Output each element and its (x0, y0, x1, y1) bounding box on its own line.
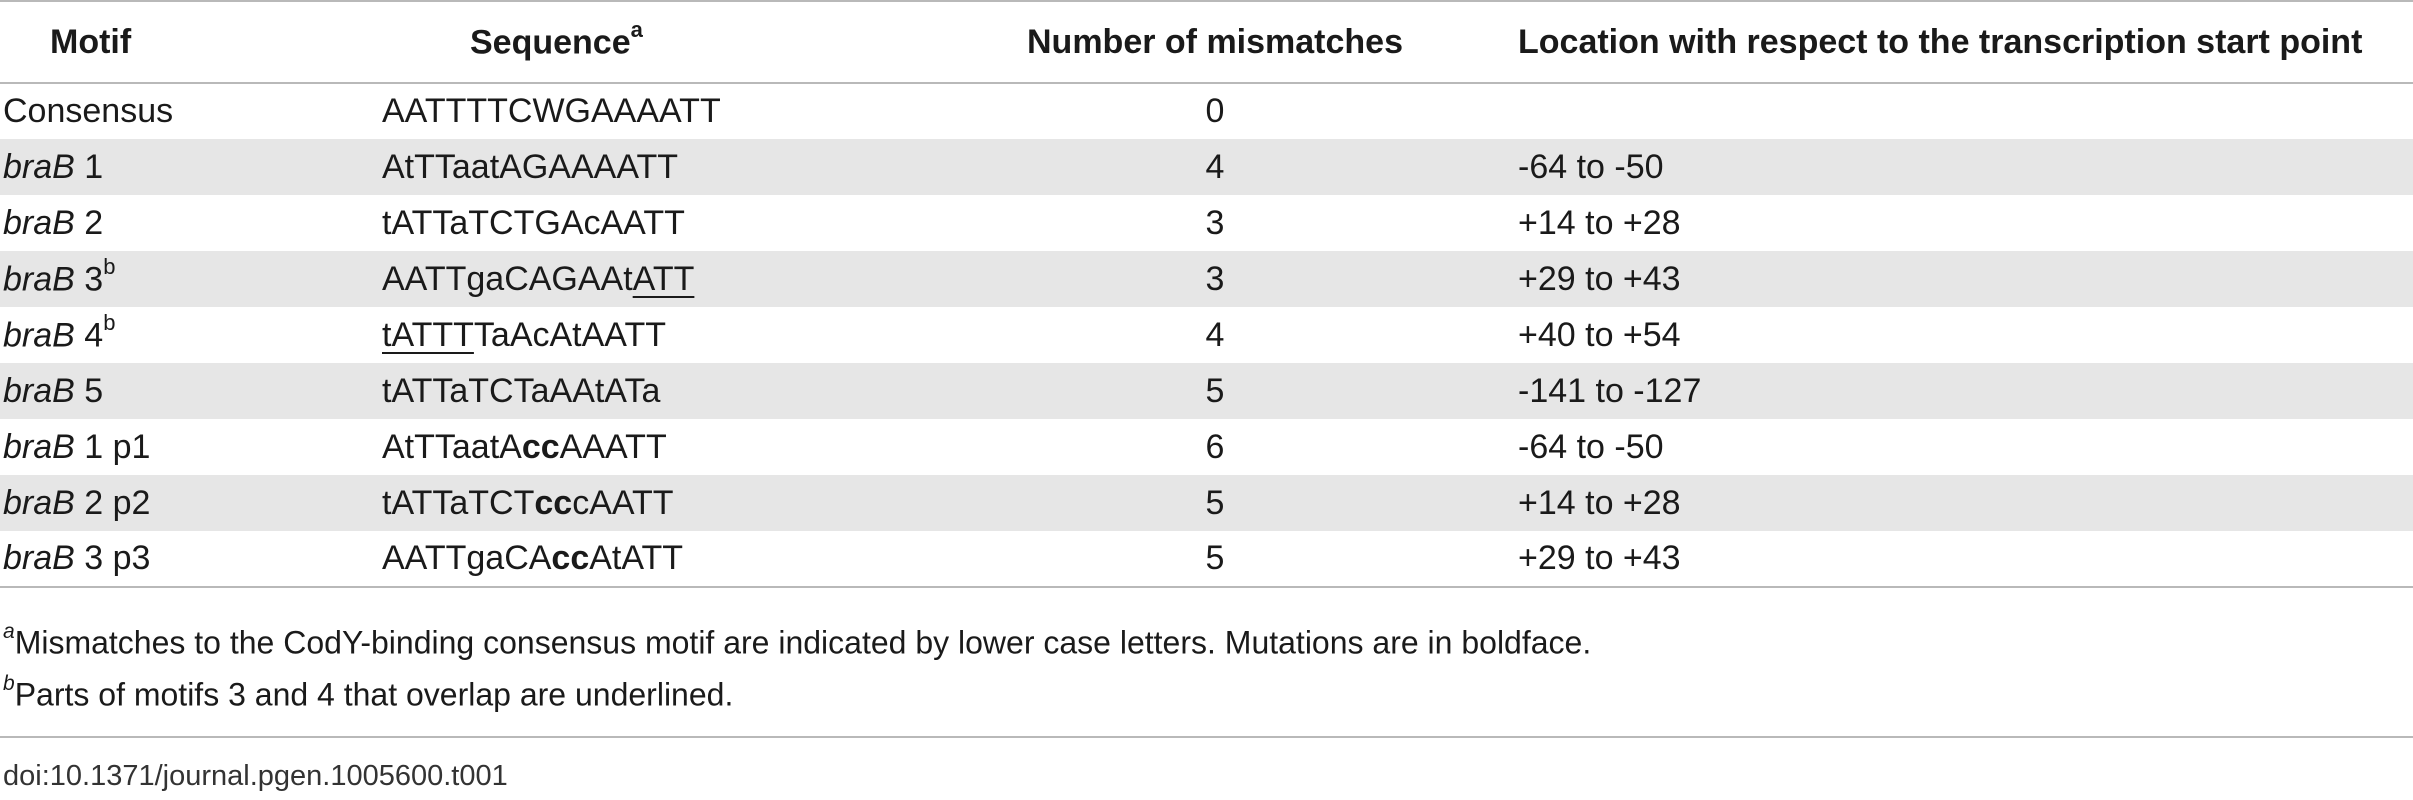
sequence-cell: AATTTTCWGAAAATT (382, 92, 721, 130)
table-row: braB 2 tATTaTCTGAcAATT 3 +14 to +28 (0, 195, 2413, 251)
motif-cell: braB 2 p2 (3, 483, 151, 522)
header-mismatches: Number of mismatches (942, 0, 1518, 84)
mismatches-cell: 6 (1205, 427, 1225, 466)
sequence-cell: tATTTTaAcAtAATT (382, 315, 666, 354)
mismatches-cell: 5 (942, 531, 1518, 588)
mismatches-cell: 0 (1205, 92, 1225, 130)
mismatches-cell: 4 (1205, 315, 1225, 354)
footnote-a: aMismatches to the CodY-binding consensu… (3, 620, 1592, 662)
mutation-bold: cc (534, 483, 573, 522)
header-sequence-footnote-marker: a (630, 17, 643, 43)
table-row: braB 1 AtTTaatAGAAAATT 4 -64 to -50 (0, 139, 2413, 195)
divider (0, 736, 2413, 738)
footnote-a-marker: a (3, 620, 15, 643)
sequence-cell: AATTgaCAccAtATT (382, 531, 942, 588)
motif-cell: braB 3b (3, 254, 116, 299)
header-sequence: Sequencea (382, 0, 942, 84)
motif-cell: braB 5 (3, 371, 104, 410)
location-cell: +29 to +43 (1518, 531, 2413, 588)
mismatches-cell: 5 (1205, 371, 1225, 410)
location-cell (1518, 83, 2413, 139)
location-cell: +14 to +28 (1518, 203, 1681, 242)
location-cell: -64 to -50 (1518, 147, 1664, 186)
location-cell: +40 to +54 (1518, 315, 1681, 354)
sequence-cell: AtTTaatAccAAATT (382, 427, 667, 466)
mismatches-cell: 4 (1205, 147, 1225, 186)
location-cell: +14 to +28 (1518, 483, 1681, 522)
table-row: braB 5 tATTaTCTaAAtATa 5 -141 to -127 (0, 363, 2413, 419)
motif-cell: braB 3 p3 (0, 531, 382, 588)
table-row: braB 1 p1 AtTTaatAccAAATT 6 -64 to -50 (0, 419, 2413, 475)
sequence-cell: tATTaTCTGAcAATT (382, 203, 685, 242)
mutation-bold: cc (521, 427, 560, 466)
table-row: braB 3 p3 AATTgaCAccAtATT 5 +29 to +43 (0, 531, 2413, 588)
motif-cell: braB 1 p1 (3, 427, 151, 466)
sequence-cell: AATTgaCAGAAtATT (382, 259, 695, 298)
mismatches-cell: 5 (1205, 483, 1225, 522)
mismatches-cell: 3 (1205, 259, 1225, 298)
footnote-marker: b (103, 310, 116, 336)
motif-cell: braB 1 (3, 147, 104, 186)
footnote-b: bParts of motifs 3 and 4 that overlap ar… (3, 672, 734, 714)
sequence-cell: tATTaTCTaAAtATa (382, 371, 661, 410)
motif-cell: braB 4b (3, 310, 116, 355)
doi-link[interactable]: doi:10.1371/journal.pgen.1005600.t001 (3, 760, 508, 792)
sequence-cell: AtTTaatAGAAAATT (382, 147, 679, 186)
motif-table: Motif Sequencea Number of mismatches Loc… (0, 0, 2413, 588)
table-row: braB 3b AATTgaCAGAAtATT 3 +29 to +43 (0, 251, 2413, 307)
header-motif: Motif (0, 0, 382, 84)
table-row: braB 2 p2 tATTaTCTcccAATT 5 +14 to +28 (0, 475, 2413, 531)
overlap-underline: tATTT (382, 315, 474, 354)
footnote-b-marker: b (3, 672, 15, 695)
location-cell: -64 to -50 (1518, 427, 1664, 466)
footnote-b-text: Parts of motifs 3 and 4 that overlap are… (14, 676, 734, 713)
motif-cell: braB 2 (3, 203, 104, 242)
header-row: Motif Sequencea Number of mismatches Loc… (0, 0, 2413, 84)
location-cell: -141 to -127 (1518, 371, 1702, 410)
table-row: Consensus AATTTTCWGAAAATT 0 (0, 83, 2413, 139)
header-location: Location with respect to the transcripti… (1518, 0, 2413, 84)
table-row: braB 4b tATTTTaAcAtAATT 4 +40 to +54 (0, 307, 2413, 363)
footnote-marker: b (103, 254, 116, 280)
footnote-a-text: Mismatches to the CodY-binding consensus… (14, 624, 1592, 661)
mutation-bold: cc (551, 539, 590, 577)
location-cell: +29 to +43 (1518, 259, 1681, 298)
overlap-underline: ATT (632, 259, 695, 298)
motif-cell: Consensus (3, 92, 174, 130)
mismatches-cell: 3 (1205, 203, 1225, 242)
sequence-cell: tATTaTCTcccAATT (382, 483, 674, 522)
